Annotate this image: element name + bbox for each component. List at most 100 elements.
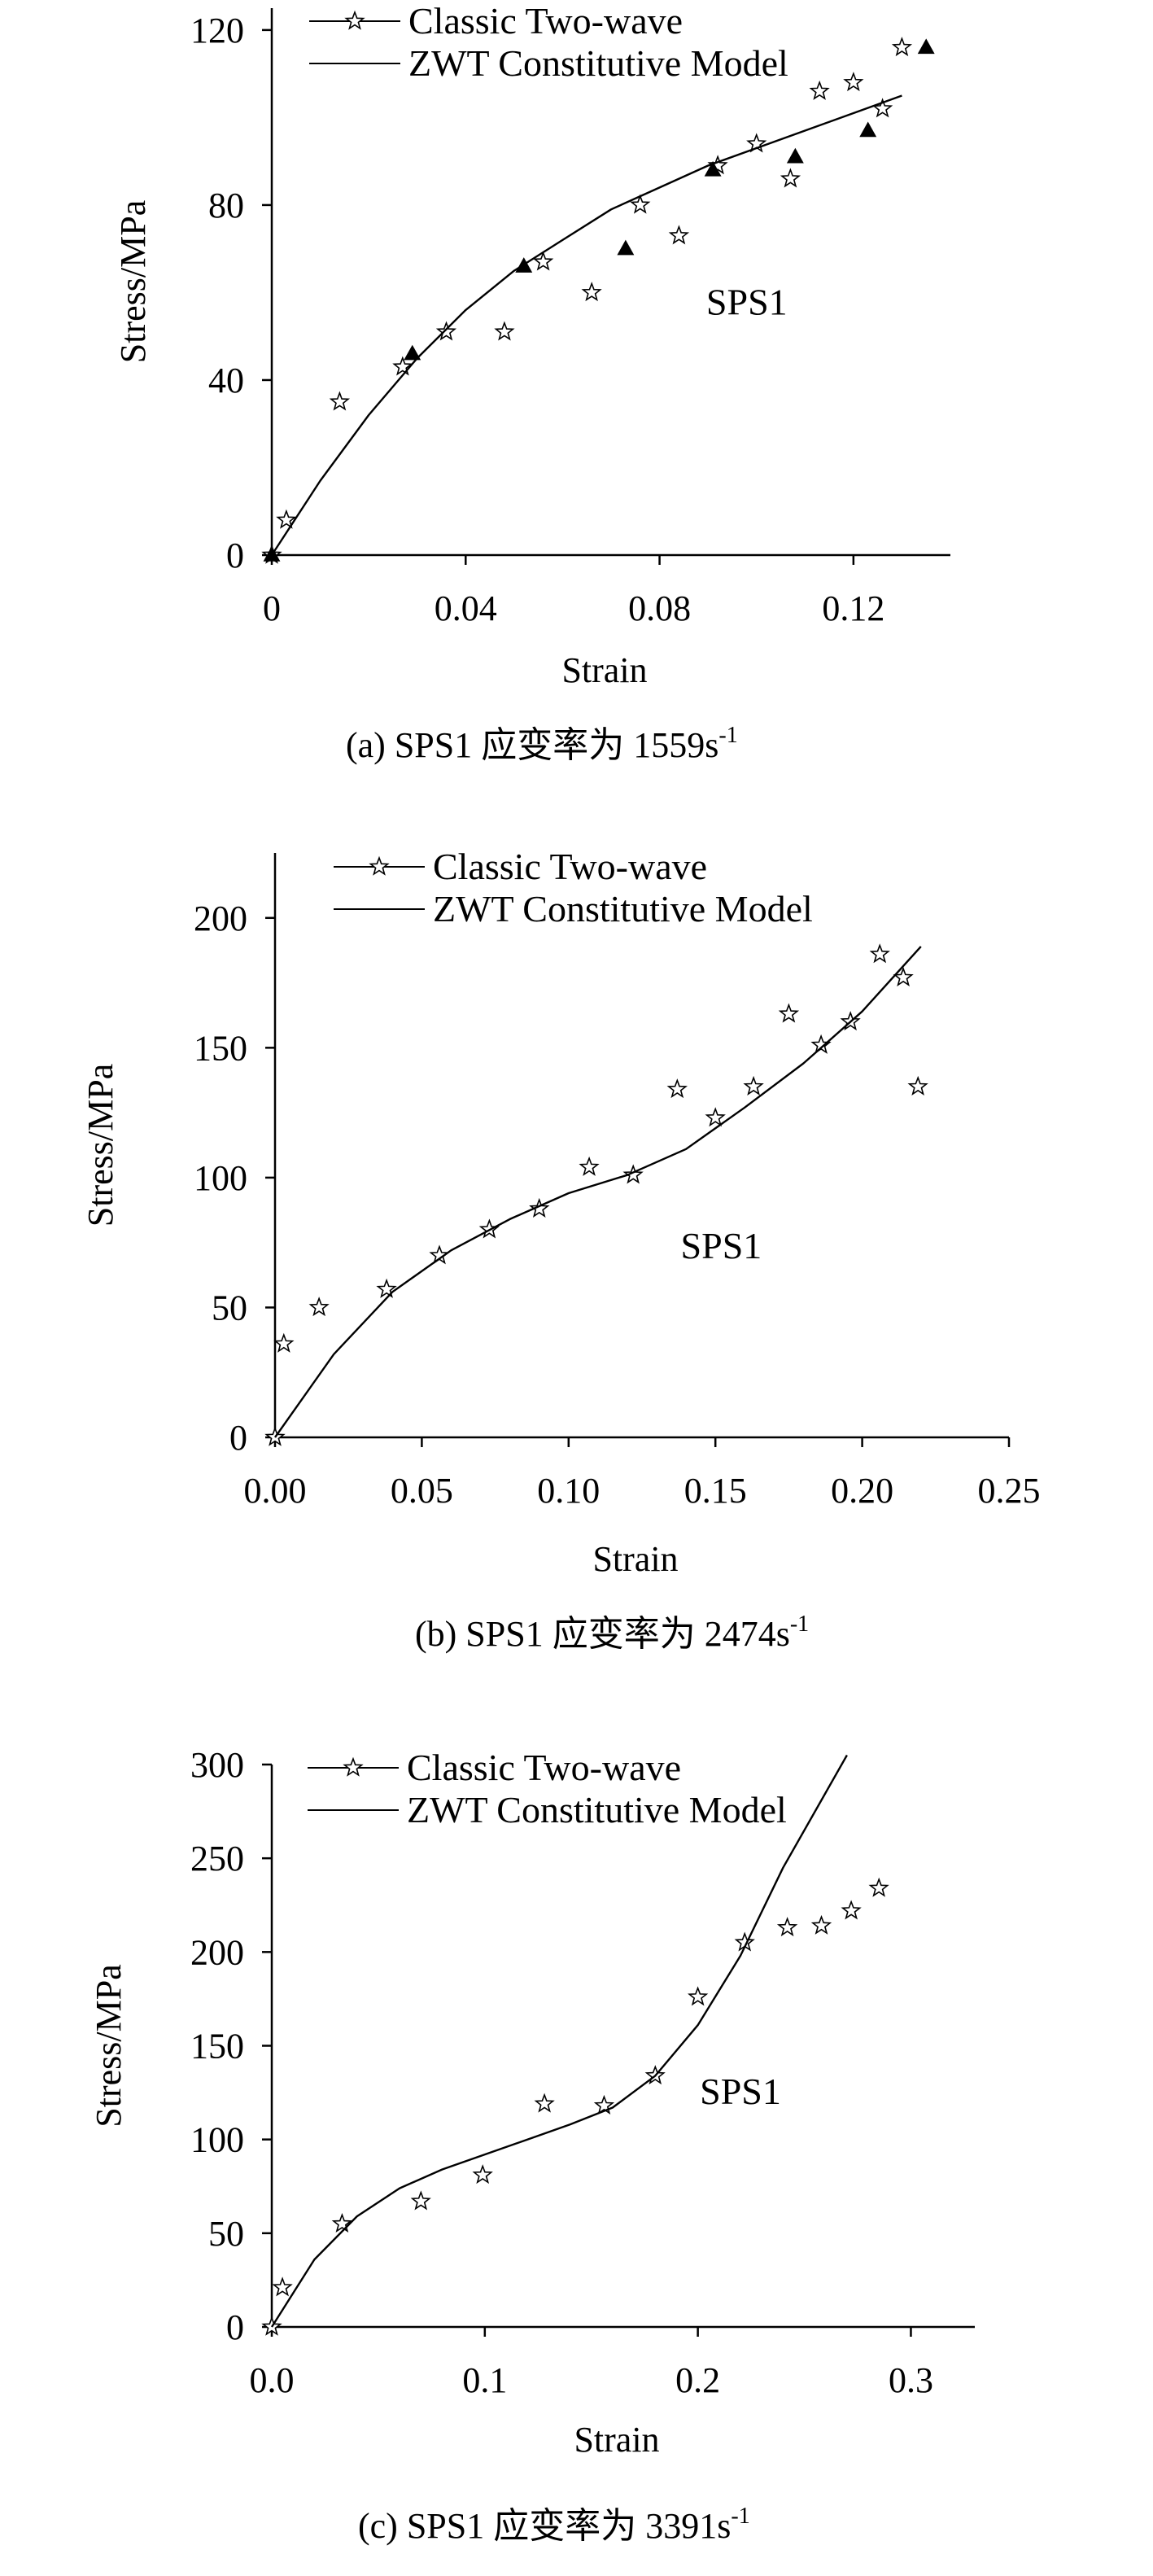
data-point-star: [276, 509, 297, 529]
data-point-star: [410, 2190, 431, 2211]
data-point-star: [668, 225, 690, 245]
y-axis-title: Stress/MPa: [89, 1964, 129, 2127]
data-point-star: [478, 1218, 500, 1239]
data-point-star: [705, 1107, 726, 1127]
data-point-star: [630, 194, 651, 214]
y-tick-label: 150: [190, 2027, 244, 2066]
data-point-star: [435, 321, 457, 341]
y-tick-label: 50: [212, 1288, 247, 1327]
y-tick-label: 200: [190, 1932, 244, 1972]
data-point-star: [593, 2094, 615, 2115]
legend-star-marker: [344, 10, 365, 30]
x-tick-label: 0.0: [250, 2360, 295, 2400]
y-tick-label: 0: [226, 2307, 244, 2347]
annotation-label: SPS1: [681, 1225, 762, 1266]
data-point-star: [809, 80, 830, 100]
figure-caption: (c) SPS1 应变率为 3391s-1: [358, 2504, 750, 2546]
data-point-star: [472, 2164, 493, 2185]
y-tick-label: 40: [208, 361, 244, 400]
data-point-star: [529, 1197, 550, 1218]
y-tick-label: 0: [226, 536, 244, 575]
x-axis-title: Strain: [574, 2420, 659, 2460]
data-point-star: [780, 168, 801, 188]
y-axis-title: Stress/MPa: [81, 1064, 120, 1227]
data-point-star: [329, 391, 351, 411]
x-tick-label: 0.2: [675, 2360, 720, 2400]
data-point-star: [869, 943, 890, 964]
x-tick-label: 0.00: [244, 1471, 307, 1511]
data-point-star: [688, 1986, 709, 2006]
series-line-zwt-model: [274, 946, 922, 1438]
data-point-triangle: [859, 121, 877, 138]
legend-label: Classic Two-wave: [408, 0, 683, 42]
data-point-triangle: [404, 344, 421, 361]
data-point-star: [308, 1297, 330, 1317]
legend-label: ZWT Constitutive Model: [433, 888, 813, 929]
x-axis-title: Strain: [592, 1539, 678, 1579]
data-point-star: [891, 37, 913, 57]
data-point-star: [534, 2093, 555, 2113]
legend-star-marker: [369, 855, 390, 876]
y-tick-label: 50: [208, 2214, 244, 2254]
legend-label: ZWT Constitutive Model: [408, 42, 788, 84]
x-tick-label: 0.15: [684, 1471, 747, 1511]
y-tick-label: 120: [190, 11, 244, 50]
x-tick-label: 0.04: [435, 588, 497, 628]
y-tick-label: 300: [190, 1745, 244, 1785]
annotation-label: SPS1: [706, 281, 788, 322]
data-point-star: [778, 1003, 800, 1023]
data-point-star: [579, 1156, 600, 1176]
data-point-triangle: [617, 239, 635, 256]
annotation-label: SPS1: [700, 2071, 781, 2112]
caption-superscript: -1: [718, 723, 737, 748]
x-tick-label: 0.1: [462, 2360, 507, 2400]
data-point-star: [272, 2276, 293, 2297]
x-tick-label: 0.20: [831, 1471, 893, 1511]
chart-panel-2: 0 50 100 150 200 0.00 0.05 0.10 0.15 0.20 0.25 Stra…: [81, 846, 1041, 1654]
legend-label: Classic Two-wave: [407, 1747, 681, 1788]
figure-caption: (b) SPS1 应变率为 2474s-1: [415, 1612, 809, 1654]
data-point-star: [376, 1278, 397, 1298]
x-axis-title: Strain: [561, 650, 647, 690]
y-tick-label: 150: [194, 1028, 247, 1068]
legend-label: ZWT Constitutive Model: [407, 1789, 787, 1830]
x-tick-label: 0.25: [978, 1471, 1041, 1511]
data-point-triangle: [786, 147, 804, 164]
data-point-triangle: [917, 38, 935, 55]
chart-panel-1: 0 40 80 120 0 0.04 0.08 0.12 Strain Stress/MPa SPS…: [113, 0, 950, 765]
data-point-star: [810, 1034, 832, 1054]
series-line-zwt-model: [270, 94, 902, 556]
data-point-star: [273, 1332, 295, 1353]
caption-superscript: -1: [790, 1612, 809, 1637]
data-point-star: [707, 155, 728, 175]
x-tick-label: 0.05: [391, 1471, 453, 1511]
y-tick-label: 100: [194, 1158, 247, 1198]
data-point-star: [666, 1078, 688, 1099]
data-point-star: [868, 1877, 889, 1897]
x-tick-label: 0.08: [628, 588, 691, 628]
y-tick-label: 80: [208, 186, 244, 225]
y-tick-label: 0: [229, 1418, 247, 1458]
data-point-triangle: [704, 160, 722, 177]
chart-panel-3: 0 50 100 150 200 250 300 0.0 0.1 0.2 0.3 Strain Stre…: [89, 1745, 975, 2546]
data-point-star: [532, 251, 554, 271]
legend-star-marker: [343, 1756, 364, 1777]
data-point-star: [743, 1075, 764, 1096]
data-point-star: [810, 1914, 832, 1935]
data-point-star: [843, 72, 864, 92]
data-point-star: [494, 321, 515, 341]
x-tick-label: 0.10: [537, 1471, 600, 1511]
y-tick-label: 200: [194, 899, 247, 938]
caption-superscript: -1: [731, 2504, 749, 2529]
figure-caption: (a) SPS1 应变率为 1559s-1: [346, 723, 738, 765]
data-point-star: [622, 1164, 644, 1184]
x-tick-label: 0.3: [889, 2360, 933, 2400]
data-point-star: [893, 966, 914, 986]
series-line-zwt-model: [270, 1754, 848, 2328]
data-point-star: [331, 2212, 353, 2233]
legend-label: Classic Two-wave: [433, 846, 707, 887]
